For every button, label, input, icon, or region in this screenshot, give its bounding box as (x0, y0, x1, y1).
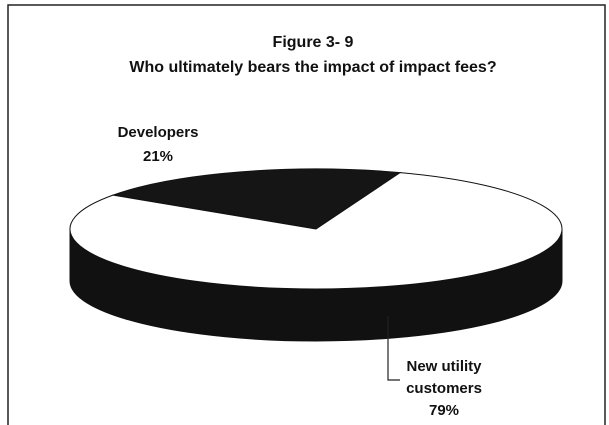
pie-slice (111, 168, 402, 230)
chart-title: Figure 3- 9 (273, 34, 354, 51)
slice-value-label: 21% (142, 148, 174, 165)
slice-label: New utility customers (406, 358, 482, 397)
pie-slice (69, 172, 563, 290)
leader-line (387, 316, 400, 381)
slice-value-label: 79% (428, 402, 460, 419)
frame (7, 4, 606, 425)
pie (69, 168, 563, 342)
chart-subtitle: Who ultimately bears the impact of impac… (129, 59, 496, 76)
slice-label: Developers (117, 124, 199, 141)
